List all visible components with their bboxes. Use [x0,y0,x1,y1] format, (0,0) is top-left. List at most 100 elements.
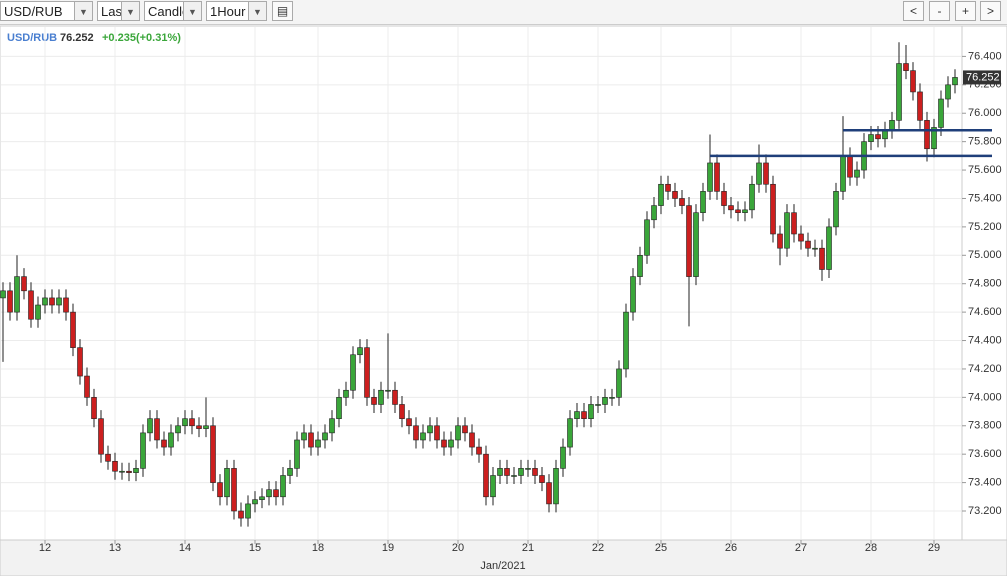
y-tick-label: 75.800 [968,136,1002,148]
nav-button[interactable]: + [955,1,976,21]
y-tick-label: 74.400 [968,334,1002,346]
candle-body [140,432,146,469]
candle-body [420,432,426,441]
candle-body [14,276,20,313]
symbol-select[interactable]: USD/RUB ▼ [0,1,93,21]
candle-body [518,468,524,476]
x-tick-label: 29 [928,542,940,554]
candle-body [693,212,699,277]
candle-body [322,432,328,441]
candle-body [434,425,440,441]
nav-button[interactable]: > [980,1,1001,21]
x-tick-label: 20 [452,542,464,554]
price-tag [963,70,1001,85]
nav-button[interactable]: - [929,1,950,21]
x-axis-label: Jan/2021 [480,560,525,572]
candle-body [833,191,839,228]
candle-body [385,389,391,392]
y-tick-label: 73.200 [968,505,1002,517]
y-axis-panel [961,25,1007,541]
price-tag-label: 76.252 [966,71,1000,83]
candle-body [119,470,125,473]
y-tick-label: 73.600 [968,448,1002,460]
candle-body [0,290,6,299]
candle-body [714,162,720,192]
candle-body [595,404,601,406]
candle-body [28,290,34,320]
candle-body [35,304,41,320]
candle-body [462,425,468,434]
x-tick-label: 15 [249,542,261,554]
candle-body [770,183,776,235]
candle-body [217,482,223,498]
candle-body [378,389,384,405]
candle-body [819,247,825,270]
candle-body [651,205,657,221]
candle-body [574,411,580,419]
candle-body [448,439,454,448]
candle-body [224,468,230,498]
candle-body [672,191,678,199]
legend-change: +0.235(+0.31%) [102,32,181,44]
candle-body [798,233,804,242]
settings-button[interactable]: ▤ [272,1,293,21]
candle-body [931,127,937,150]
candle-body [882,129,888,140]
candle-body [917,91,923,121]
chart-type-select[interactable]: Candle ▼ [144,1,202,21]
x-tick-label: 14 [179,542,191,554]
candle-body [49,297,55,306]
candle-body [238,510,244,519]
price-type-text: Last [101,4,126,19]
legend-price: 76.252 [60,32,94,44]
candle-body [7,290,13,313]
candle-body [910,70,916,93]
y-tick-label: 74.800 [968,278,1002,290]
candle-body [630,276,636,313]
candle-body [924,120,930,150]
candle-body [196,425,202,429]
candle-body [203,425,209,429]
candle-body [707,162,713,192]
y-tick-label: 75.200 [968,221,1002,233]
candle-body [700,191,706,213]
candle-body [476,446,482,455]
candle-body [483,453,489,498]
candle-body [315,439,321,448]
candle-body [42,297,48,306]
candle-body [294,439,300,469]
x-tick-label: 25 [655,542,667,554]
x-axis-panel [0,539,1007,576]
candle-body [469,432,475,448]
candle-body [182,418,188,427]
candle-body [147,418,153,434]
candle-body [938,98,944,128]
candle-body [735,209,741,213]
candle-body [357,347,363,356]
candle-body [392,389,398,405]
candle-body [84,375,90,398]
candle-body [497,468,503,476]
candle-body [252,499,258,505]
x-tick-label: 28 [865,542,877,554]
candle-body [777,233,783,249]
candle-body [553,468,559,505]
candle-body [308,432,314,448]
candle-body [623,311,629,370]
candle-body [686,205,692,277]
price-type-select[interactable]: Last ▼ [97,1,140,21]
candle-body [154,418,160,441]
dropdown-arrow: ▼ [183,2,201,20]
symbol-text: USD/RUB [4,4,63,19]
x-tick-label: 12 [39,542,51,554]
candle-body [189,418,195,427]
y-tick-label: 73.400 [968,477,1002,489]
candle-body [721,191,727,206]
candle-body [364,347,370,398]
interval-select[interactable]: 1Hour ▼ [206,1,267,21]
candle-body [63,297,69,313]
nav-button[interactable]: < [903,1,924,21]
candle-body [70,311,76,348]
candle-body [336,397,342,419]
candle-body [532,468,538,476]
